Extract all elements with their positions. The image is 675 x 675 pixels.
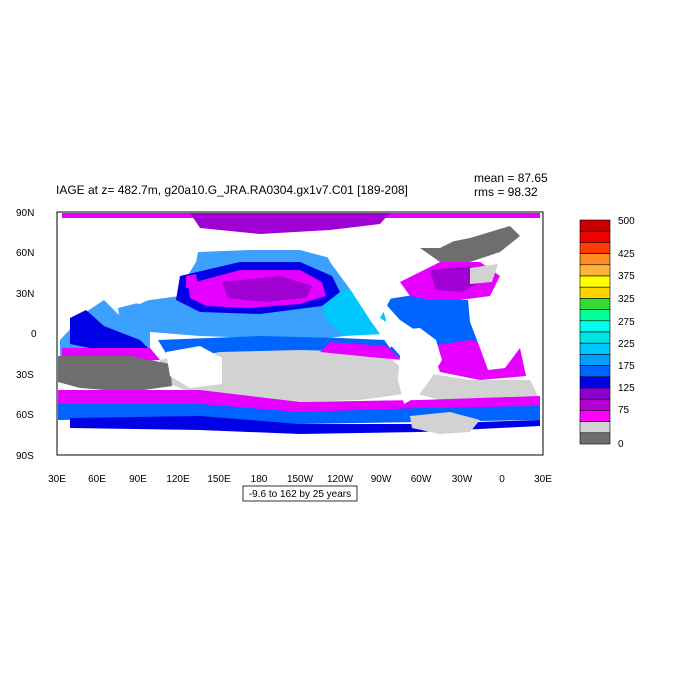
north-pacific-purple — [222, 276, 312, 302]
southern-magenta-band — [58, 390, 540, 414]
subtitle: -9.6 to 162 by 25 years — [249, 489, 351, 500]
lat-label-90s: 90S — [16, 451, 34, 462]
lat-label-60n: 60N — [16, 248, 34, 259]
africa-land — [468, 298, 520, 370]
lon-label: 60W — [411, 474, 432, 485]
colorbar-swatch — [579, 331, 611, 344]
colorbar-label: 425 — [618, 249, 635, 260]
colorbar-labels: 500 425 375 325 275 225 175 125 75 0 — [618, 216, 635, 450]
lat-label-0: 0 — [31, 329, 37, 340]
colorbar-label: 375 — [618, 271, 635, 282]
lat-axis: 90N 60N 30N 0 30S 60S 90S — [16, 208, 37, 462]
colorbar-swatch — [579, 421, 611, 434]
colorbar-swatch — [579, 398, 611, 411]
arctic-purple — [190, 213, 390, 234]
colorbar-label: 500 — [618, 216, 635, 227]
rms-stat: rms = 98.32 — [474, 185, 538, 199]
indian-darkblue — [70, 310, 152, 352]
colorbar-label: 0 — [618, 439, 624, 450]
lon-label: 0 — [499, 474, 505, 485]
mean-stat: mean = 87.65 — [474, 171, 548, 185]
colorbar-swatch — [579, 320, 611, 333]
colorbar-swatch — [579, 387, 611, 400]
colorbar-swatch — [579, 264, 611, 277]
lon-label: 30E — [534, 474, 552, 485]
lon-label: 30E — [48, 474, 66, 485]
south-america-land — [398, 328, 442, 404]
north-america-land — [320, 226, 420, 348]
lat-label-60s: 60S — [16, 410, 34, 421]
colorbar-swatch — [579, 410, 611, 422]
colorbar-label: 175 — [618, 361, 635, 372]
map-frame — [56, 211, 544, 456]
colorbar-swatch — [579, 298, 611, 310]
lon-label: 60E — [88, 474, 106, 485]
ocean-age-field — [57, 212, 543, 455]
colorbar-swatch — [579, 219, 611, 232]
arctic-gray-light — [470, 264, 498, 284]
colorbar-swatch — [579, 309, 611, 322]
colorbar — [579, 219, 611, 445]
lat-label-90n: 90N — [16, 208, 34, 219]
japan-blob — [186, 274, 198, 288]
lon-axis: 30E 60E 90E 120E 150E 180 150W 120W 90W … — [48, 474, 552, 485]
colorbar-label: 275 — [618, 317, 635, 328]
lon-label: 90W — [371, 474, 392, 485]
lat-label-30n: 30N — [16, 289, 34, 300]
colorbar-swatch — [579, 286, 611, 299]
subtitle-box — [242, 485, 358, 502]
colorbar-swatch — [579, 354, 611, 366]
antarctic-gray — [410, 412, 480, 434]
greenland-land — [410, 226, 460, 248]
lon-label: 180 — [251, 474, 268, 485]
south-pacific-blue-band — [158, 336, 404, 360]
colorbar-swatch — [579, 432, 611, 445]
arctic-gray-dark — [420, 226, 520, 262]
colorbar-swatch — [579, 365, 611, 378]
colorbar-swatch — [579, 230, 611, 243]
colorbar-swatch — [579, 242, 611, 254]
lon-label: 120E — [166, 474, 190, 485]
colorbar-label: 325 — [618, 294, 635, 305]
south-indian-gray-dark — [58, 356, 172, 392]
lat-label-30s: 30S — [16, 370, 34, 381]
colorbar-label: 125 — [618, 383, 635, 394]
plot-title: IAGE at z= 482.7m, g20a10.G_JRA.RA0304.g… — [56, 183, 408, 197]
colorbar-swatch — [579, 342, 611, 355]
australia-land — [166, 346, 222, 388]
lon-label: 30W — [452, 474, 473, 485]
colorbar-swatch — [579, 275, 611, 288]
south-pacific-magenta — [320, 342, 402, 360]
lon-label: 90E — [129, 474, 147, 485]
colorbar-label: 75 — [618, 405, 630, 416]
south-atlantic-gray — [410, 372, 540, 404]
colorbar-swatch — [579, 253, 611, 266]
colorbar-label: 225 — [618, 339, 635, 350]
lon-label: 150W — [287, 474, 314, 485]
lon-label: 150E — [207, 474, 231, 485]
lon-label: 120W — [327, 474, 354, 485]
colorbar-swatch — [579, 376, 611, 389]
asia-land — [62, 226, 200, 304]
